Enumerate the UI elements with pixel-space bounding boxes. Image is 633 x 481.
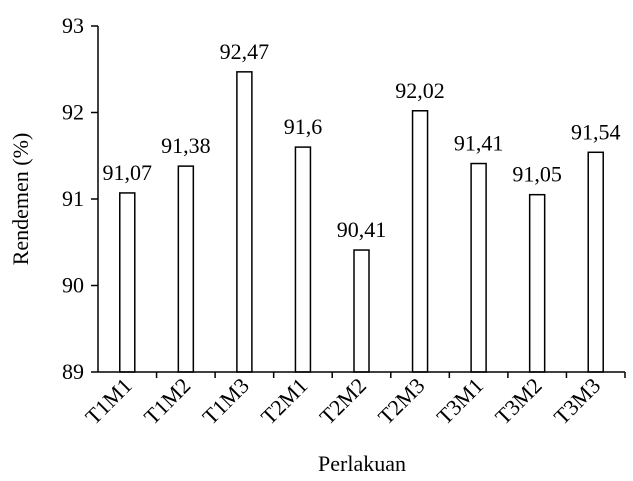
x-tick-label-t3m3: T3M3	[549, 373, 606, 430]
data-label-t2m1: 91,6	[284, 114, 323, 139]
x-tick-label-t2m1: T2M1	[256, 373, 313, 430]
data-label-t2m3: 92,02	[395, 78, 445, 103]
x-tick-label-t1m1: T1M1	[80, 373, 137, 430]
x-axis-ticks: T1M1 T1M2 T1M3 T2M1 T2M2 T2M3 T3M1 T3M2 T3M3	[80, 372, 626, 430]
y-tick-label: 92	[62, 100, 84, 125]
x-tick-label-t1m2: T1M2	[139, 373, 196, 430]
y-axis-ticks: 89 90 91 92 93	[62, 13, 98, 384]
data-label-t3m3: 91,54	[571, 119, 621, 144]
bar-t1m2	[177, 165, 195, 373]
y-tick-label: 91	[62, 186, 84, 211]
data-label-t1m1: 91,07	[103, 160, 153, 185]
bar-t2m3	[411, 110, 429, 373]
bar-t2m2	[353, 249, 370, 373]
y-tick-label: 90	[62, 273, 84, 298]
bar-t2m1	[294, 146, 312, 373]
y-axis-title: Rendemen (%)	[8, 133, 33, 266]
y-tick-label: 93	[62, 13, 84, 38]
data-label-t1m2: 91,38	[161, 133, 211, 158]
x-tick-label-t3m2: T3M2	[490, 373, 547, 430]
bar-t1m3	[236, 71, 253, 373]
bar-t1m1	[119, 192, 136, 373]
data-label-t3m2: 91,05	[512, 162, 562, 187]
bar-t3m1	[470, 162, 487, 373]
data-label-t3m1: 91,41	[454, 131, 504, 156]
data-label-t1m3: 92,47	[220, 39, 270, 64]
bar-t3m2	[528, 193, 546, 373]
x-axis-title: Perlakuan	[318, 451, 406, 476]
bar-t3m3	[587, 151, 604, 373]
x-tick-label-t1m3: T1M3	[197, 373, 254, 430]
x-tick-label-t3m1: T3M1	[432, 373, 489, 430]
data-label-t2m2: 90,41	[337, 217, 387, 242]
x-tick-label-t2m2: T2M2	[314, 373, 371, 430]
x-tick-label-t2m3: T2M3	[373, 373, 430, 430]
plot-area: 91,07 91,38 92,47 91,6 90,41 92,02 91,41 91,05 9…	[103, 39, 621, 373]
y-tick-label: 89	[62, 359, 84, 384]
